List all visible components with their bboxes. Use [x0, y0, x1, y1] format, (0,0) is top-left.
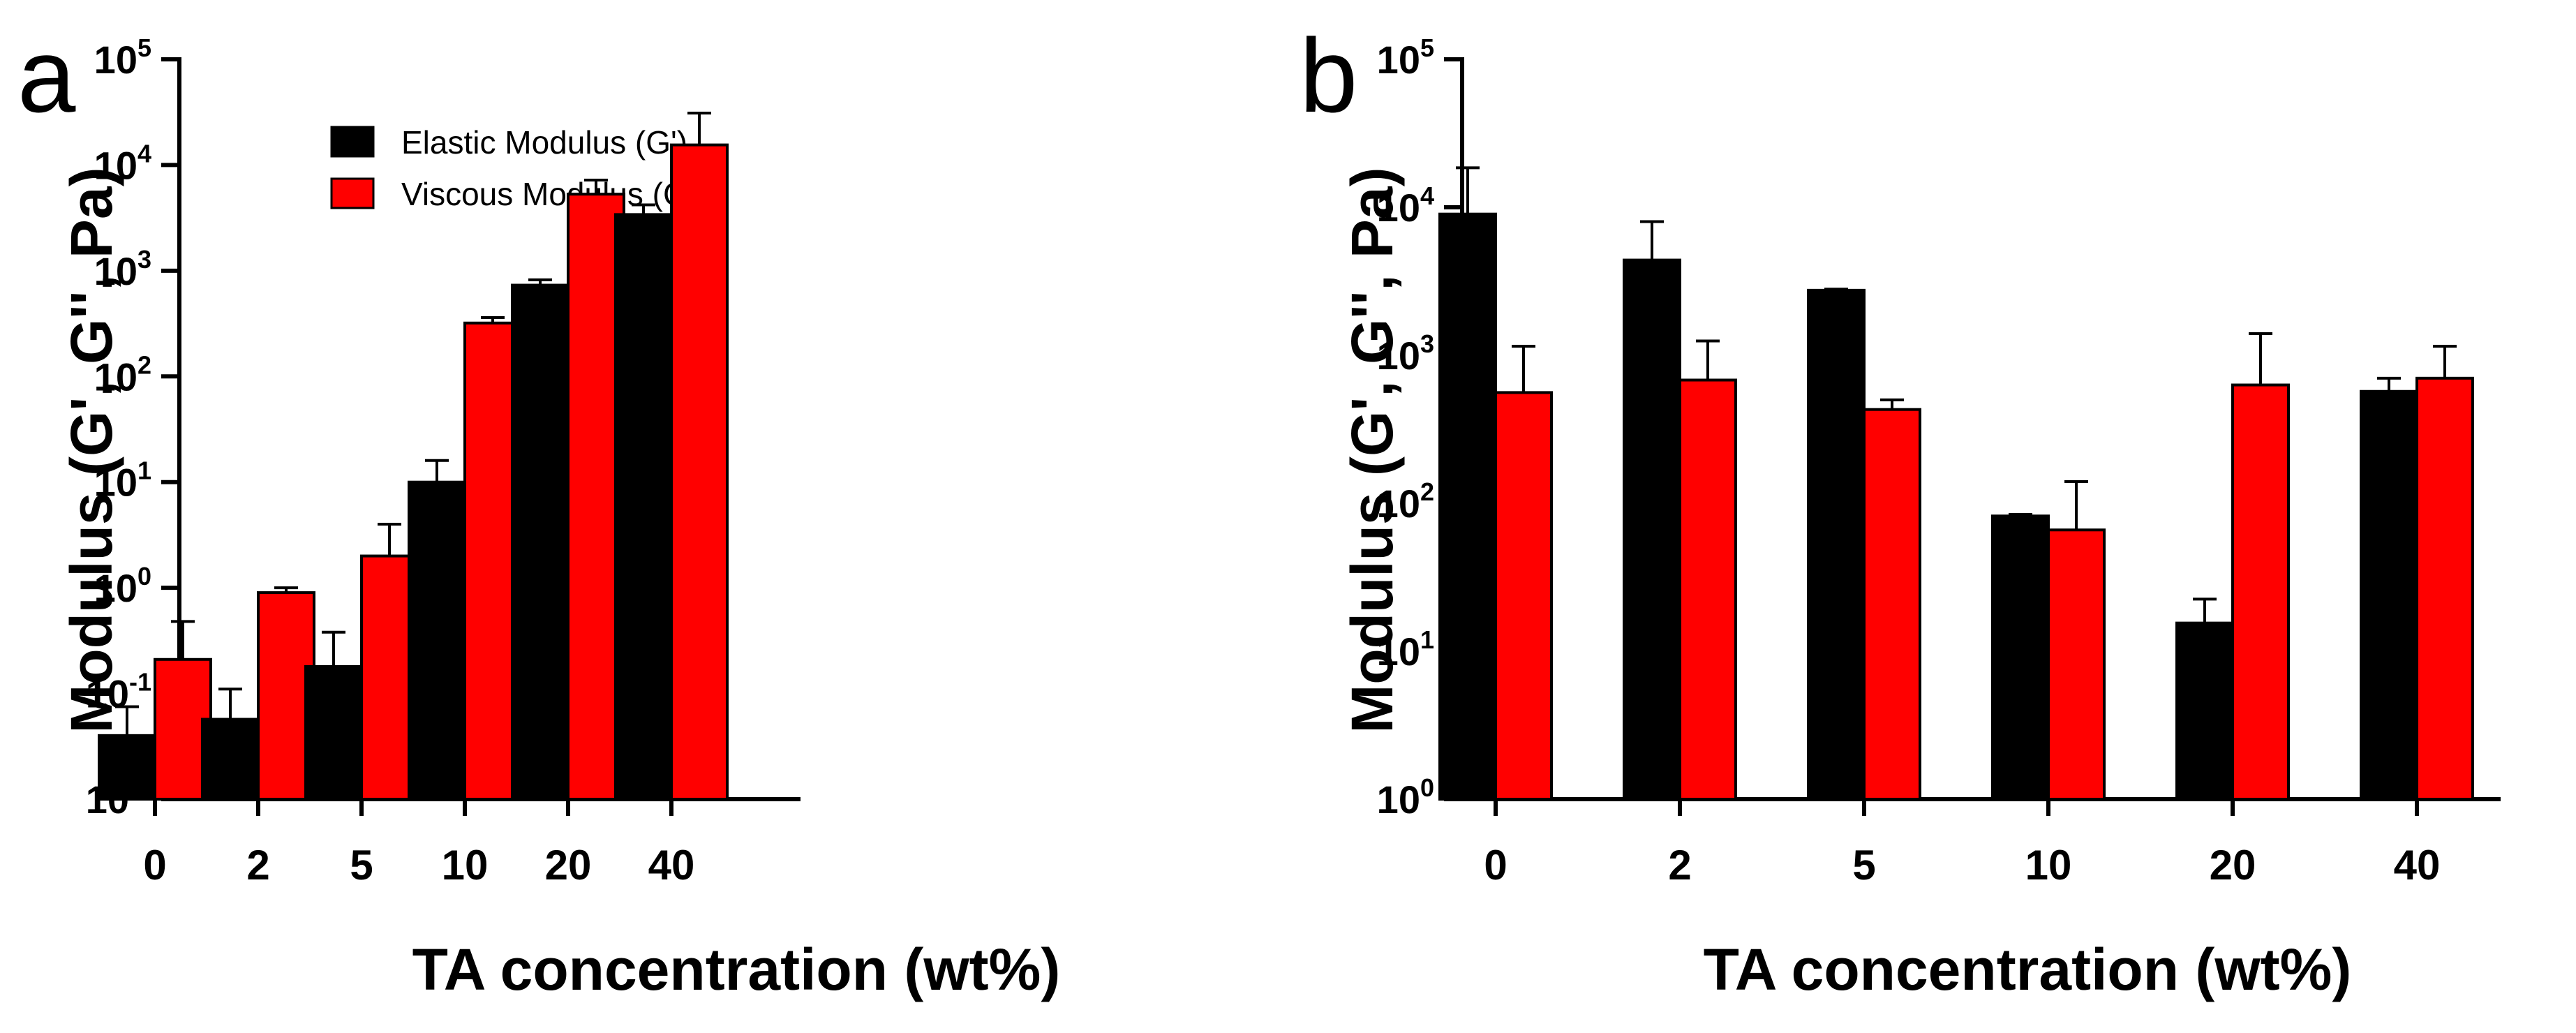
bar-elastic	[2175, 621, 2234, 801]
y-tick-label: 105	[1377, 34, 1434, 82]
legend-item-elastic: Elastic Modulus (G')	[330, 124, 687, 161]
chart-panel-a: a Modulus (G', G'', Pa) TA concentration…	[17, 17, 1060, 1002]
y-tick-label: 104	[94, 139, 151, 187]
legend: Elastic Modulus (G') Viscous Modulus (G"…	[330, 124, 710, 212]
y-tick-base: 10	[1377, 38, 1420, 82]
panel-letter: b	[1300, 17, 1357, 134]
legend-label-elastic: Elastic Modulus (G')	[401, 124, 687, 161]
x-tick-label: 10	[442, 842, 489, 889]
x-tick-label: 20	[545, 842, 592, 889]
y-tick-label: 104	[1377, 181, 1434, 230]
x-tick-label: 40	[2394, 842, 2441, 889]
x-tick-label: 2	[1668, 842, 1691, 889]
y-tick-base: 10	[1377, 630, 1420, 674]
bar-elastic	[614, 213, 673, 801]
chart-panel-b: b Modulus (G', G'', Pa) TA concentration…	[1300, 17, 2501, 1002]
y-axis-title: Modulus (G', G'', Pa)	[1339, 167, 1405, 733]
bar-elastic	[2360, 389, 2418, 801]
bar-elastic	[98, 734, 156, 801]
bar-elastic	[201, 718, 260, 801]
y-tick-exponent: 4	[137, 139, 151, 168]
y-axis-title: Modulus (G', G'', Pa)	[59, 167, 124, 733]
y-tick-base: 10	[86, 672, 129, 716]
y-tick-base: 10	[94, 38, 137, 82]
y-tick-base: 10	[94, 355, 137, 399]
bar-viscous	[1678, 378, 1737, 801]
x-axis-title: TA concentration (wt%)	[412, 937, 1061, 1002]
y-tick-label: 103	[94, 245, 151, 293]
legend-item-viscous: Viscous Modulus (G")	[330, 176, 710, 212]
y-tick-base: 10	[1377, 334, 1420, 378]
y-tick-label: 103	[1377, 329, 1434, 378]
x-tick-label: 10	[2025, 842, 2072, 889]
bar-elastic	[1623, 258, 1681, 801]
y-tick-exponent: 3	[1420, 329, 1434, 358]
y-tick-base: 10	[94, 566, 137, 610]
y-tick-label: 10-1	[86, 668, 151, 716]
panel-letter: a	[17, 17, 76, 134]
y-tick-base: 10	[1377, 186, 1420, 230]
bar-elastic	[1438, 212, 1497, 801]
y-tick-label: 101	[94, 456, 151, 505]
bar-elastic	[408, 480, 466, 801]
y-tick-exponent: -1	[129, 668, 151, 697]
x-tick-label: 40	[648, 842, 695, 889]
y-tick-label: 102	[1377, 477, 1434, 526]
y-tick-exponent: 3	[137, 245, 151, 274]
legend-swatch-viscous	[330, 177, 375, 209]
y-tick-exponent: 2	[1420, 477, 1434, 506]
y-tick-base: 10	[94, 461, 137, 505]
y-tick-exponent: 2	[137, 350, 151, 379]
y-tick-exponent: 0	[137, 562, 151, 590]
bar-viscous	[670, 143, 729, 801]
x-tick-label: 5	[1852, 842, 1875, 889]
y-tick-exponent: 5	[1420, 34, 1434, 62]
y-tick-base: 10	[1377, 482, 1420, 526]
y-tick-exponent: 4	[1420, 181, 1434, 210]
bar-viscous	[1863, 408, 1921, 801]
y-tick-label: 100	[1377, 773, 1434, 822]
bar-elastic	[1807, 288, 1866, 801]
bar-elastic	[304, 664, 363, 801]
y-tick-exponent: 1	[137, 456, 151, 485]
bar-viscous	[2415, 376, 2474, 801]
x-tick-label: 0	[1484, 842, 1507, 889]
x-tick-label: 0	[143, 842, 166, 889]
bar-viscous	[2047, 528, 2106, 801]
bar-elastic	[511, 283, 569, 801]
y-tick-label: 105	[94, 34, 151, 82]
legend-swatch-elastic	[330, 126, 375, 158]
y-tick-exponent: 1	[1420, 625, 1434, 654]
y-tick-base: 10	[94, 143, 137, 187]
y-tick-exponent: 5	[137, 34, 151, 62]
legend-label-viscous: Viscous Modulus (G")	[401, 176, 710, 212]
y-tick-exponent: 0	[1420, 773, 1434, 802]
x-tick-label: 2	[246, 842, 269, 889]
x-tick-label: 20	[2210, 842, 2256, 889]
bar-elastic	[1991, 514, 2050, 801]
y-tick-label: 100	[94, 562, 151, 610]
y-tick-label: 101	[1377, 625, 1434, 674]
bar-viscous	[2231, 383, 2290, 801]
x-axis-title: TA concentration (wt%)	[1704, 937, 2352, 1002]
x-tick-label: 5	[350, 842, 373, 889]
bar-viscous	[1494, 391, 1553, 801]
y-tick-base: 10	[94, 249, 137, 293]
y-tick-base: 10	[1377, 778, 1420, 822]
y-tick-label: 102	[94, 350, 151, 399]
